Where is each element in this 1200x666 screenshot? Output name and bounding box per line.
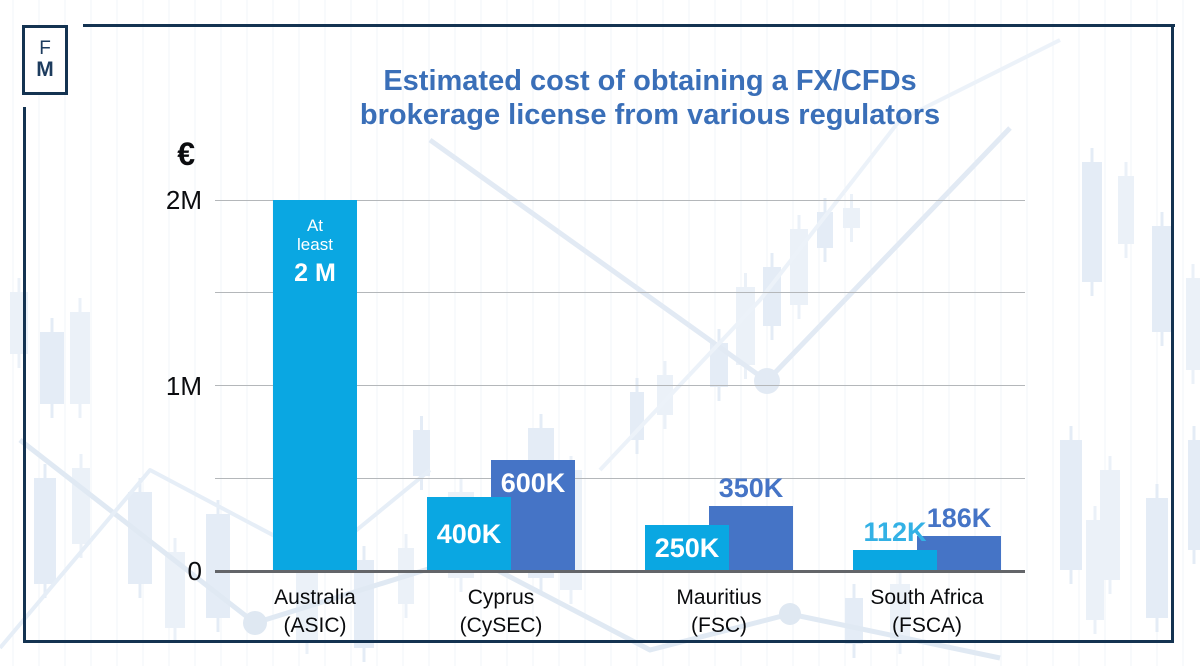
gridline <box>215 385 1025 386</box>
y-tick-label: 1M <box>165 370 202 401</box>
bar-value-text: 2 M <box>294 259 336 287</box>
chart-title: Estimated cost of obtaining a FX/CFDs br… <box>250 64 1050 132</box>
x-axis-label-country: Cyprus <box>467 586 535 609</box>
x-axis-label-country: Mauritius <box>676 586 762 609</box>
bar <box>427 496 511 571</box>
x-axis-label-regulator: (ASIC) <box>283 614 347 637</box>
y-tick-label: 2M <box>165 185 202 215</box>
chart-title-line1: Estimated cost of obtaining a FX/CFDs <box>383 65 917 97</box>
bar-value-label: 400K <box>436 518 502 549</box>
logo-letter-m: M <box>36 58 54 81</box>
frame-right-line <box>1171 24 1174 643</box>
bar-value-label: 600K <box>500 467 566 498</box>
brand-logo: F M <box>22 25 68 95</box>
x-axis-label-country: Australia <box>274 586 356 609</box>
frame-bottom-line <box>23 640 1174 643</box>
bar-value-label: 350K <box>718 473 784 504</box>
logo-letter-f: F <box>39 38 51 59</box>
x-axis-label-country: South Africa <box>870 586 984 609</box>
bar <box>853 550 937 571</box>
frame-left-line <box>23 107 26 640</box>
x-axis-label-regulator: (FSCA) <box>892 614 962 637</box>
bar <box>645 524 729 571</box>
bar-value-label: 250K <box>654 532 720 563</box>
bar <box>273 200 357 571</box>
bar-value-label: 186K <box>926 503 992 534</box>
x-axis-label: Cyprus (CySEC) <box>391 584 611 640</box>
gridline <box>215 199 1025 201</box>
y-tick-label: 0 <box>187 556 202 586</box>
bar-value-label: 112K <box>863 517 927 548</box>
x-axis-label-regulator: (CySEC) <box>459 614 543 637</box>
x-axis-label: Australia (ASIC) <box>205 584 425 640</box>
x-axis-label: Mauritius (FSC) <box>609 584 829 640</box>
bar-value-label: At least 2 M <box>273 216 357 287</box>
x-axis-label: South Africa (FSCA) <box>817 584 1037 640</box>
chart-title-line2: brokerage license from various regulator… <box>359 99 941 131</box>
x-axis-line <box>215 570 1025 573</box>
frame-top-line <box>83 24 1175 27</box>
x-axis-label-regulator: (FSC) <box>691 614 747 637</box>
bar-qualifier-text: least <box>297 235 333 254</box>
bar-qualifier-text: At <box>306 216 324 235</box>
y-axis-unit-euro: € <box>177 136 195 172</box>
gridline <box>215 477 1025 479</box>
gridline <box>215 292 1025 294</box>
